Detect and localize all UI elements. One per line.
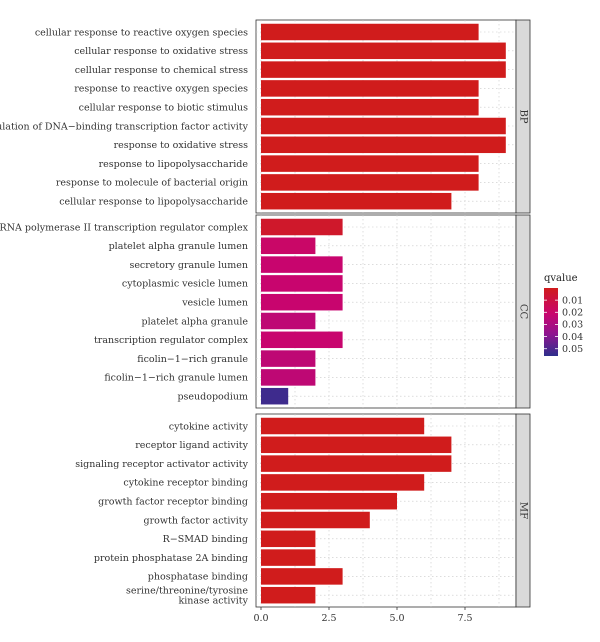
category-label: growth factor activity xyxy=(144,515,249,526)
x-axis: 0.0 2.5 5.0 7.5 xyxy=(253,607,473,624)
x-tick-label: 0.0 xyxy=(253,613,268,624)
category-label: cytokine receptor binding xyxy=(123,478,248,489)
legend-tick-label: 0.01 xyxy=(562,295,583,306)
bar-cytokine-activity xyxy=(261,417,425,435)
legend-tick-label: 0.04 xyxy=(562,332,583,343)
bar-cellular-response-to-oxidative-stress xyxy=(261,42,506,60)
category-label: response to molecule of bacterial origin xyxy=(56,178,248,189)
bar-ficolin-1-rich-granule xyxy=(261,350,316,367)
bar-platelet-alpha-granule-lumen xyxy=(261,237,316,255)
category-label: response to lipopolysaccharide xyxy=(99,159,249,170)
category-label: ficolin−1−rich granule xyxy=(137,354,248,365)
category-label: secretory granule lumen xyxy=(129,260,248,271)
category-label: phosphatase binding xyxy=(148,572,248,583)
x-tick-label: 2.5 xyxy=(321,613,336,624)
category-label: ficolin−1−rich granule lumen xyxy=(104,373,248,384)
bar-r-smad-binding xyxy=(261,530,316,548)
bar-pseudopodium xyxy=(261,387,289,405)
bar-response-to-oxidative-stress xyxy=(261,136,506,154)
bar-platelet-alpha-granule xyxy=(261,312,316,330)
category-label: response to reactive oxygen species xyxy=(74,84,248,95)
category-label: cytoplasmic vesicle lumen xyxy=(122,279,248,290)
bar-cellular-response-to-lipopolysaccharide xyxy=(261,192,452,210)
facet-strip xyxy=(515,214,531,409)
category-label: protein phosphatase 2A binding xyxy=(94,553,248,564)
category-label: response to oxidative stress xyxy=(114,140,248,151)
bar-growth-factor-activity xyxy=(261,511,370,529)
facet-panels: cellular response to reactive oxygen spe… xyxy=(0,19,531,608)
bar-vesicle-lumen xyxy=(261,293,343,311)
category-label: serine/threonine/tyrosine kinase activity xyxy=(126,586,249,607)
category-label: platelet alpha granule lumen xyxy=(109,241,248,252)
category-label: cellular response to chemical stress xyxy=(75,65,248,76)
bar-growth-factor-receptor-binding xyxy=(261,492,397,510)
bar-signaling-receptor-activator-activity xyxy=(261,455,452,472)
category-label: growth factor receptor binding xyxy=(98,497,248,508)
legend-tick-label: 0.05 xyxy=(562,344,583,355)
category-label: cellular response to oxidative stress xyxy=(74,46,248,57)
category-label: cytokine activity xyxy=(169,421,249,432)
bar-secretory-granule-lumen xyxy=(261,256,343,273)
category-label: vesicle lumen xyxy=(181,298,248,309)
category-label: pseudopodium xyxy=(177,392,248,403)
bar-cytoplasmic-vesicle-lumen xyxy=(261,275,343,292)
x-tick-label: 7.5 xyxy=(457,613,472,624)
bar-cellular-response-to-reactive-oxygen-species xyxy=(261,23,479,41)
category-label: cellular response to biotic stimulus xyxy=(79,103,248,114)
category-label: receptor ligand activity xyxy=(135,440,248,451)
qvalue-legend: qvalue 0.01 0.020.030.040.05 xyxy=(544,273,583,356)
category-label: cellular response to reactive oxygen spe… xyxy=(35,27,248,38)
facet-strip-label: BP xyxy=(518,109,529,123)
category-label: signaling receptor activator activity xyxy=(75,459,248,470)
category-label: platelet alpha granule xyxy=(142,316,249,327)
bar-response-to-reactive-oxygen-species xyxy=(261,80,479,97)
category-label: regulation of DNA−binding transcription … xyxy=(0,121,249,132)
category-label: transcription regulator complex xyxy=(94,335,249,346)
bar-rna-polymerase-ii-transcription-regulator-complex xyxy=(261,218,343,236)
facet-panel-bp: cellular response to reactive oxygen spe… xyxy=(0,19,531,214)
category-label: cellular response to lipopolysaccharide xyxy=(59,197,248,208)
legend-tick-label: 0.03 xyxy=(562,320,583,331)
bar-cytokine-receptor-binding xyxy=(261,474,425,491)
bar-regulation-of-dna-binding-transcription-factor-activity xyxy=(261,117,506,135)
facet-panel-cc: RNA polymerase II transcription regulato… xyxy=(0,214,531,409)
bar-ficolin-1-rich-granule-lumen xyxy=(261,369,316,386)
bar-receptor-ligand-activity xyxy=(261,436,452,454)
bar-cellular-response-to-biotic-stimulus xyxy=(261,98,479,116)
bar-response-to-molecule-of-bacterial-origin xyxy=(261,174,479,191)
bar-phosphatase-binding xyxy=(261,568,343,585)
bar-response-to-lipopolysaccharide xyxy=(261,155,479,172)
bar-cellular-response-to-chemical-stress xyxy=(261,61,506,78)
category-label: RNA polymerase II transcription regulato… xyxy=(0,222,249,233)
facet-strip-label: CC xyxy=(518,304,529,320)
facet-strip xyxy=(515,413,531,608)
facet-strip-label: MF xyxy=(518,502,529,519)
bar-transcription-regulator-complex xyxy=(261,331,343,349)
x-tick-label: 5.0 xyxy=(389,613,404,624)
facet-panel-mf: cytokine activity receptor ligand activit… xyxy=(75,413,531,608)
legend-title: qvalue xyxy=(544,273,578,284)
category-label: R−SMAD binding xyxy=(163,534,248,545)
legend-colorbar xyxy=(544,288,558,356)
facet-strip xyxy=(515,19,531,214)
bar-protein-phosphatase-2a-binding xyxy=(261,549,316,566)
legend-tick-label: 0.02 xyxy=(562,308,583,319)
bar-serine-threonine-tyrosine-kinase-activity xyxy=(261,586,316,604)
